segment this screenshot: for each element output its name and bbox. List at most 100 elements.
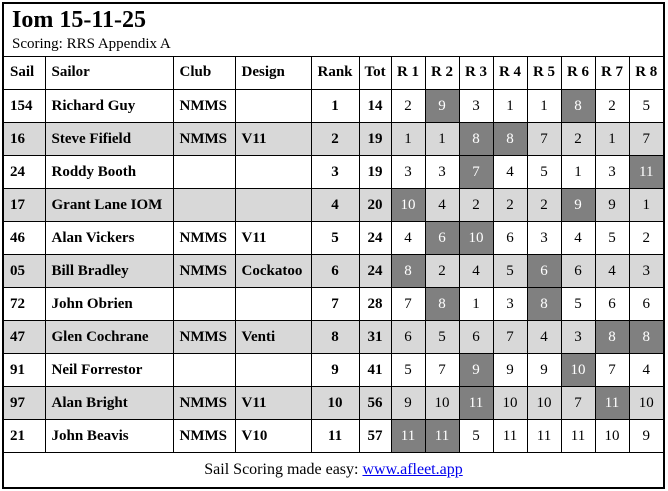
col-header-r-6: R 6	[560, 56, 596, 91]
race-8-score-discard: 11	[628, 155, 664, 190]
table-row: 21 John Beavis NMMS V10 11 57 11 11 5 11 11 11 10 9	[3, 419, 664, 454]
tot-cell: 24	[358, 221, 392, 256]
race-2-score: 4	[424, 188, 460, 223]
tot-cell: 19	[358, 155, 392, 190]
col-header-design: Design	[234, 56, 312, 91]
race-8-score: 7	[628, 122, 664, 157]
table-row: 154 Richard Guy NMMS 1 14 2 9 3 1 1 8 2 5	[3, 89, 664, 124]
race-8-score: 4	[628, 353, 664, 388]
rank-cell: 6	[310, 254, 360, 289]
footer-row: Sail Scoring made easy: www.afleet.app	[3, 452, 664, 488]
race-8-score: 6	[628, 287, 664, 322]
club-cell	[172, 353, 236, 388]
race-4-score: 2	[492, 188, 528, 223]
page-title: Iom 15-11-25	[12, 7, 146, 33]
tot-cell: 14	[358, 89, 392, 124]
table-row: 97 Alan Bright NMMS V11 10 56 9 10 11 10 10 7 11 10	[3, 386, 664, 421]
race-3-score: 6	[458, 320, 494, 355]
race-4-score: 9	[492, 353, 528, 388]
club-cell	[172, 287, 236, 322]
rank-cell: 9	[310, 353, 360, 388]
race-4-score: 6	[492, 221, 528, 256]
table-row: 17 Grant Lane IOM 4 20 10 4 2 2 2 9 9 1	[3, 188, 664, 223]
tot-cell: 24	[358, 254, 392, 289]
sailor-cell: Alan Vickers	[44, 221, 174, 256]
design-cell	[234, 353, 312, 388]
tot-cell: 28	[358, 287, 392, 322]
rank-cell: 7	[310, 287, 360, 322]
table-row: 46 Alan Vickers NMMS V11 5 24 4 6 10 6 3 4 5 2	[3, 221, 664, 256]
rank-cell: 8	[310, 320, 360, 355]
tot-cell: 57	[358, 419, 392, 454]
table-row: 72 John Obrien 7 28 7 8 1 3 8 5 6 6	[3, 287, 664, 322]
race-5-score: 5	[526, 155, 562, 190]
sailor-cell: Grant Lane IOM	[44, 188, 174, 223]
race-5-score: 11	[526, 419, 562, 454]
race-5-score-discard: 6	[526, 254, 562, 289]
race-2-score: 3	[424, 155, 460, 190]
design-cell: V11	[234, 122, 312, 157]
race-5-score: 3	[526, 221, 562, 256]
sail-cell: 47	[3, 320, 46, 355]
col-header-sail: Sail	[3, 56, 46, 91]
race-7-score: 10	[594, 419, 630, 454]
race-8-score-discard: 8	[628, 320, 664, 355]
sail-cell: 24	[3, 155, 46, 190]
sail-cell: 21	[3, 419, 46, 454]
col-header-club: Club	[172, 56, 236, 91]
race-2-score: 5	[424, 320, 460, 355]
race-6-score-discard: 8	[560, 89, 596, 124]
col-header-r-2: R 2	[424, 56, 460, 91]
race-3-score-discard: 8	[458, 122, 494, 157]
design-cell: Cockatoo	[234, 254, 312, 289]
tot-cell: 19	[358, 122, 392, 157]
col-header-rank: Rank	[310, 56, 360, 91]
race-1-score-discard: 8	[390, 254, 426, 289]
race-6-score: 1	[560, 155, 596, 190]
race-4-score: 7	[492, 320, 528, 355]
club-cell: NMMS	[172, 320, 236, 355]
col-header-r-8: R 8	[628, 56, 664, 91]
tot-cell: 20	[358, 188, 392, 223]
title-block: Iom 15-11-25 Scoring: RRS Appendix A	[4, 4, 663, 57]
club-cell: NMMS	[172, 122, 236, 157]
col-header-tot: Tot	[358, 56, 392, 91]
sail-cell: 97	[3, 386, 46, 421]
club-cell: NMMS	[172, 419, 236, 454]
design-cell	[234, 287, 312, 322]
rank-cell: 10	[310, 386, 360, 421]
race-8-score: 2	[628, 221, 664, 256]
race-3-score: 2	[458, 188, 494, 223]
rank-cell: 4	[310, 188, 360, 223]
club-cell	[172, 188, 236, 223]
race-2-score-discard: 6	[424, 221, 460, 256]
race-3-score: 3	[458, 89, 494, 124]
race-7-score-discard: 8	[594, 320, 630, 355]
race-5-score: 9	[526, 353, 562, 388]
race-6-score: 11	[560, 419, 596, 454]
col-header-sailor: Sailor	[44, 56, 174, 91]
sailor-cell: Roddy Booth	[44, 155, 174, 190]
race-8-score: 9	[628, 419, 664, 454]
tot-cell: 31	[358, 320, 392, 355]
table-row: 24 Roddy Booth 3 19 3 3 7 4 5 1 3 11	[3, 155, 664, 190]
club-cell: NMMS	[172, 386, 236, 421]
afleet-link[interactable]: www.afleet.app	[362, 460, 463, 478]
race-6-score-discard: 9	[560, 188, 596, 223]
race-6-score-discard: 10	[560, 353, 596, 388]
race-8-score: 5	[628, 89, 664, 124]
race-3-score-discard: 7	[458, 155, 494, 190]
sailor-cell: John Beavis	[44, 419, 174, 454]
table-row: 05 Bill Bradley NMMS Cockatoo 6 24 8 2 4 5 6 6 4 3	[3, 254, 664, 289]
race-5-score: 2	[526, 188, 562, 223]
race-1-score: 3	[390, 155, 426, 190]
race-1-score: 1	[390, 122, 426, 157]
race-3-score: 5	[458, 419, 494, 454]
sail-cell: 16	[3, 122, 46, 157]
rank-cell: 3	[310, 155, 360, 190]
col-header-r-7: R 7	[594, 56, 630, 91]
race-5-score: 10	[526, 386, 562, 421]
race-4-score: 11	[492, 419, 528, 454]
